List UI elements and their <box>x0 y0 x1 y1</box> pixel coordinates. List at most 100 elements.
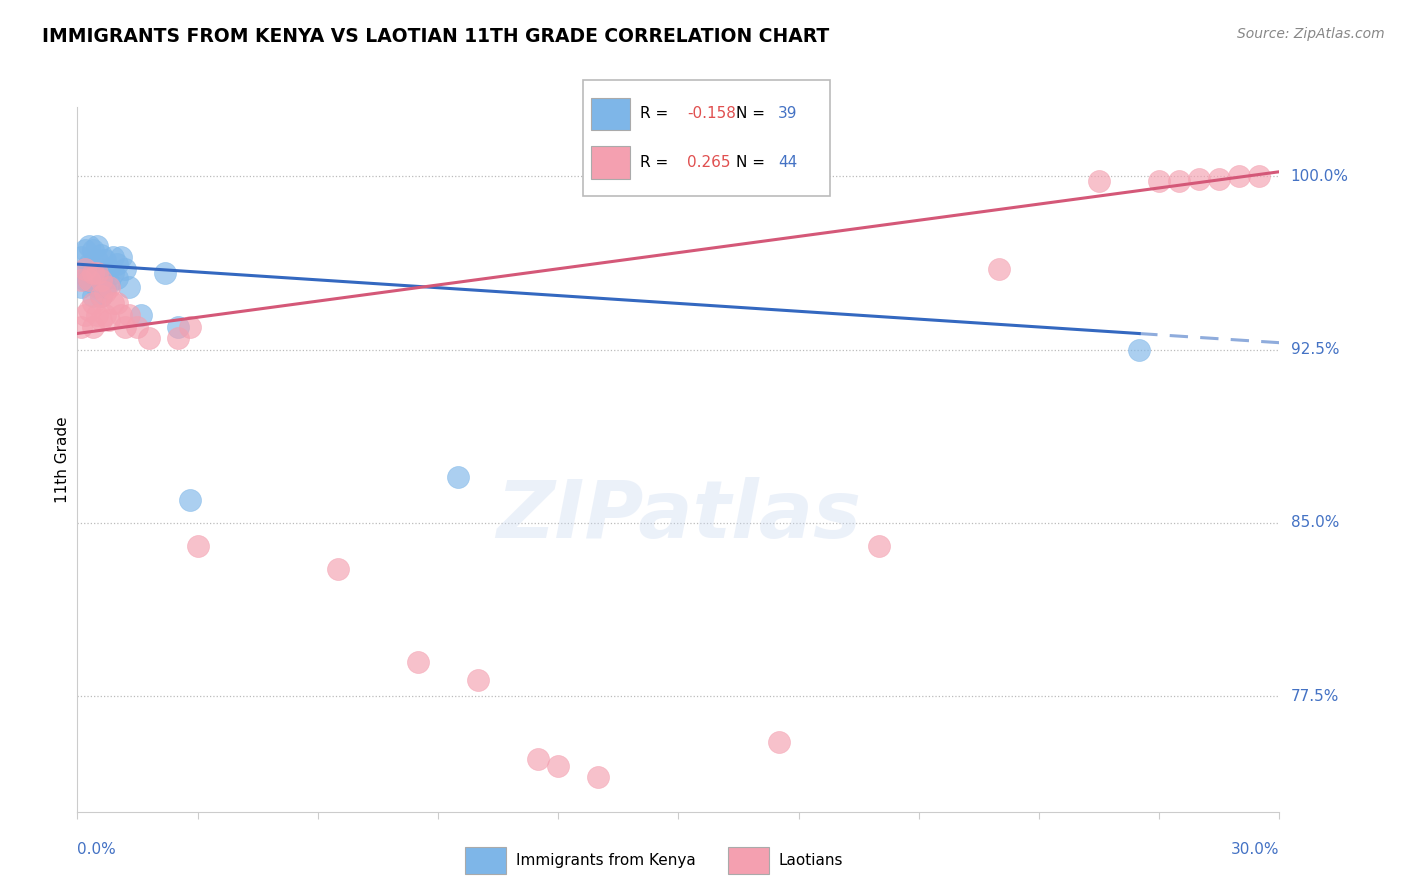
Point <box>155 266 177 280</box>
Point <box>86 308 108 322</box>
Text: 30.0%: 30.0% <box>1232 842 1279 857</box>
Point <box>79 273 101 287</box>
Point <box>447 469 470 483</box>
Text: 92.5%: 92.5% <box>1291 343 1339 357</box>
Point <box>86 266 108 280</box>
Text: 100.0%: 100.0% <box>1291 169 1348 184</box>
Point <box>166 331 188 345</box>
Point <box>1208 171 1230 186</box>
Text: 44: 44 <box>778 155 797 170</box>
Text: Source: ZipAtlas.com: Source: ZipAtlas.com <box>1237 27 1385 41</box>
Point <box>70 266 93 280</box>
Point <box>75 308 97 322</box>
Point <box>82 244 104 258</box>
Point <box>118 280 141 294</box>
Point <box>75 261 97 276</box>
Point <box>107 296 129 310</box>
Text: N =: N = <box>737 106 770 121</box>
Point <box>86 238 108 252</box>
Point <box>103 250 125 264</box>
Point <box>82 296 104 310</box>
Text: Immigrants from Kenya: Immigrants from Kenya <box>516 854 696 868</box>
Text: 39: 39 <box>778 106 797 121</box>
Point <box>98 276 121 290</box>
Text: ZIPatlas: ZIPatlas <box>496 476 860 555</box>
Text: Laotians: Laotians <box>779 854 844 868</box>
Point <box>118 308 141 322</box>
Point <box>768 735 790 749</box>
Point <box>90 276 112 290</box>
Point <box>79 238 101 252</box>
Point <box>86 280 108 294</box>
Point <box>186 539 209 553</box>
Point <box>868 539 890 553</box>
Point <box>86 252 108 267</box>
Point <box>103 296 125 310</box>
Text: 85.0%: 85.0% <box>1291 516 1339 531</box>
Point <box>1229 169 1251 184</box>
Point <box>406 655 429 669</box>
Point <box>179 319 201 334</box>
Point <box>107 271 129 285</box>
Point <box>70 319 93 334</box>
Point <box>588 770 610 784</box>
Point <box>90 289 112 303</box>
Point <box>98 280 121 294</box>
Point <box>94 285 117 299</box>
Point <box>114 261 136 276</box>
Point <box>527 751 550 765</box>
Text: R =: R = <box>640 155 673 170</box>
Point <box>82 289 104 303</box>
Point <box>94 266 117 280</box>
Text: 0.0%: 0.0% <box>77 842 117 857</box>
Point <box>90 248 112 262</box>
Point <box>127 319 149 334</box>
Point <box>79 303 101 318</box>
Point <box>70 280 93 294</box>
Point <box>94 308 117 322</box>
Text: N =: N = <box>737 155 770 170</box>
Point <box>90 312 112 326</box>
Point <box>75 261 97 276</box>
Bar <box>591 146 630 178</box>
Point <box>547 758 569 772</box>
Point <box>467 673 489 687</box>
Text: 0.265: 0.265 <box>688 155 730 170</box>
Point <box>131 308 153 322</box>
Point <box>98 261 121 276</box>
Point <box>79 257 101 271</box>
Point <box>1128 343 1150 357</box>
Point <box>70 250 93 264</box>
Bar <box>728 847 769 874</box>
Point <box>79 273 101 287</box>
Bar <box>465 847 506 874</box>
Point <box>114 319 136 334</box>
Bar <box>591 98 630 130</box>
Point <box>82 266 104 280</box>
Point <box>82 273 104 287</box>
Point <box>103 266 125 280</box>
Text: IMMIGRANTS FROM KENYA VS LAOTIAN 11TH GRADE CORRELATION CHART: IMMIGRANTS FROM KENYA VS LAOTIAN 11TH GR… <box>42 27 830 45</box>
Point <box>70 273 93 287</box>
Text: 77.5%: 77.5% <box>1291 689 1339 704</box>
Point <box>107 257 129 271</box>
Point <box>86 266 108 280</box>
Point <box>98 312 121 326</box>
Point <box>138 331 160 345</box>
Point <box>988 261 1011 276</box>
Point <box>1168 174 1191 188</box>
Point <box>90 289 112 303</box>
Y-axis label: 11th Grade: 11th Grade <box>55 416 70 503</box>
Point <box>94 252 117 267</box>
Point <box>110 308 132 322</box>
Text: R =: R = <box>640 106 673 121</box>
Point <box>90 273 112 287</box>
Point <box>110 250 132 264</box>
Point <box>1088 174 1111 188</box>
Text: -0.158: -0.158 <box>688 106 735 121</box>
Point <box>82 319 104 334</box>
Point <box>90 261 112 276</box>
Point <box>75 273 97 287</box>
Point <box>82 261 104 276</box>
Point <box>94 280 117 294</box>
